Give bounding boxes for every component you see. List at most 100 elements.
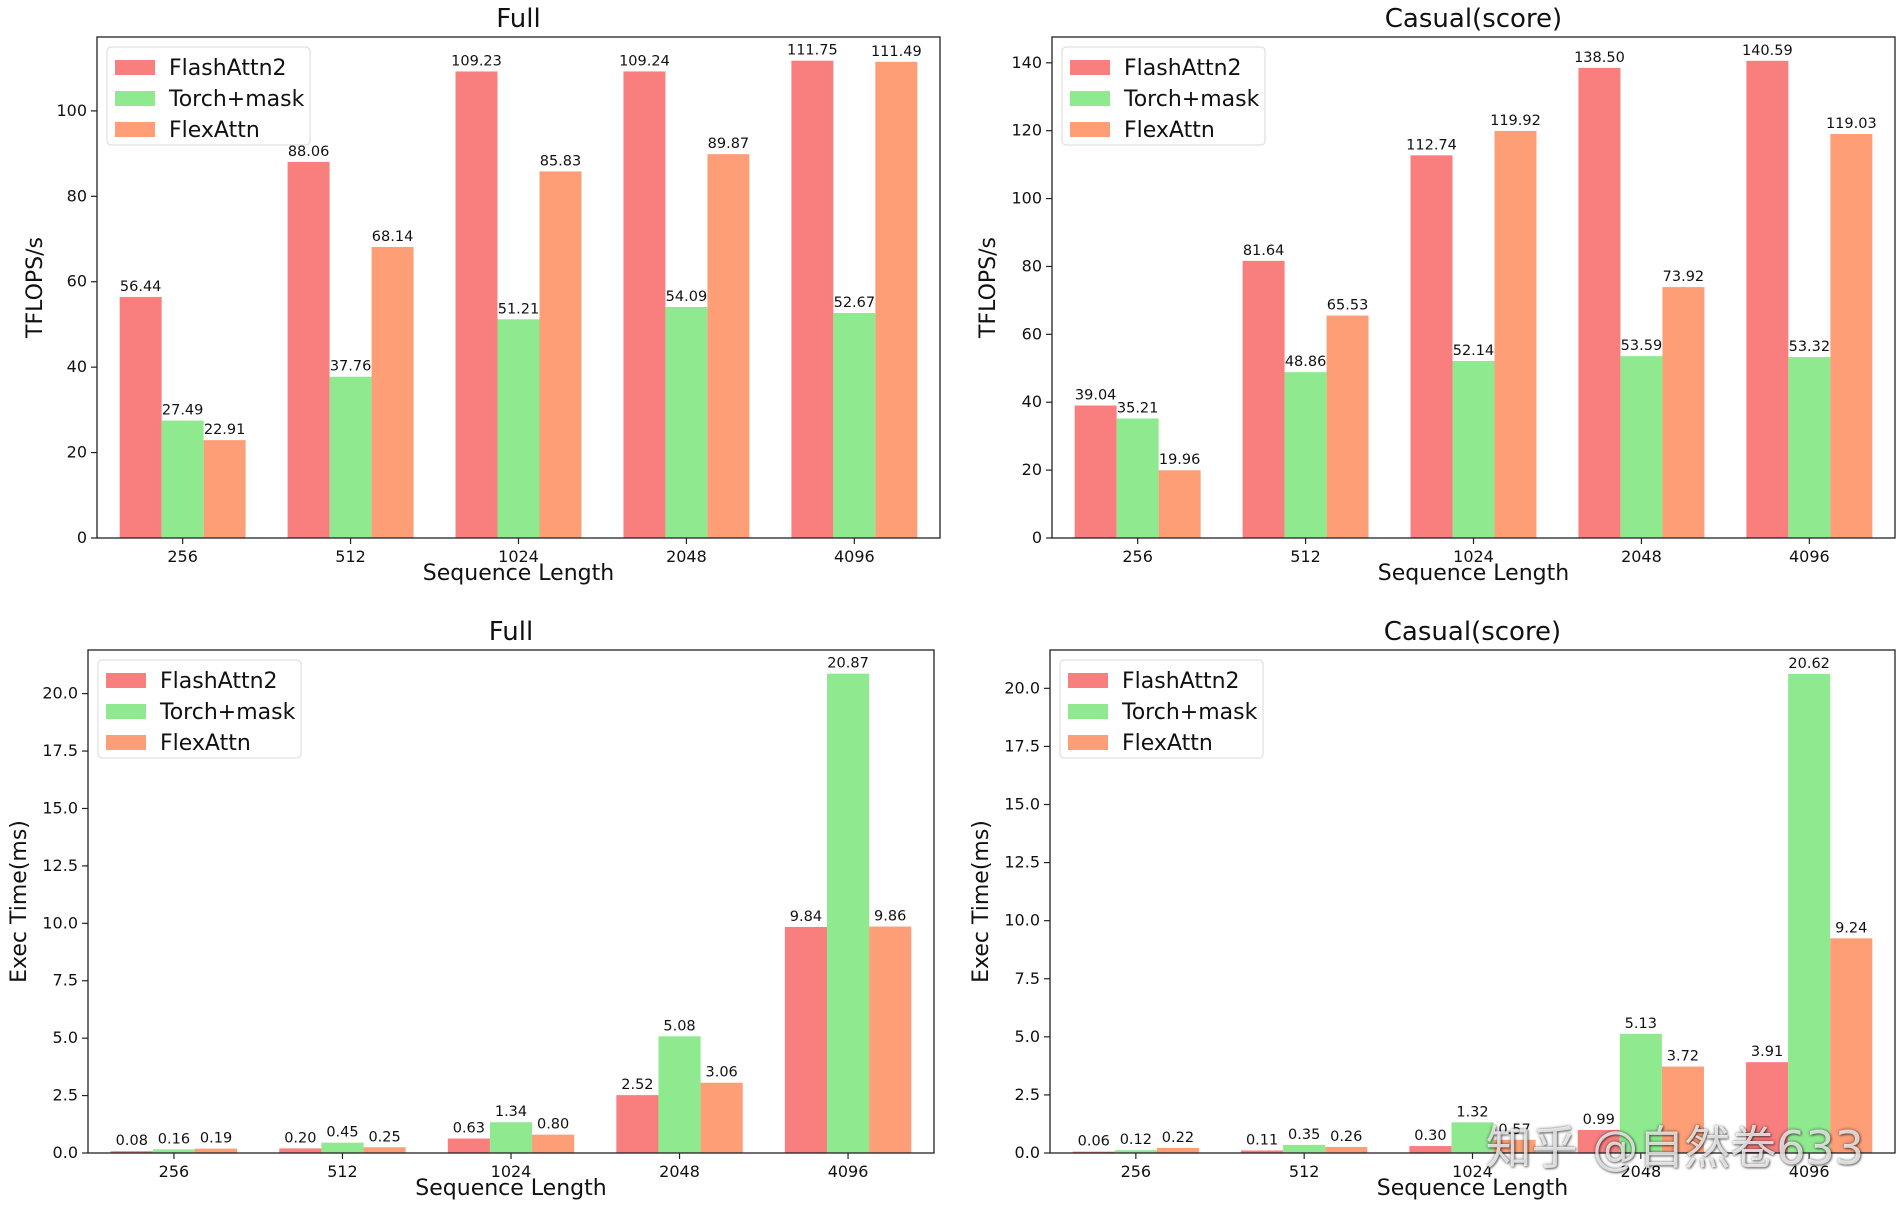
bar-flashattn2-2048 (623, 71, 666, 539)
bar-flashattn2-512 (287, 161, 330, 538)
legend-swatch (106, 735, 146, 750)
data-label: 0.19 (200, 1131, 232, 1147)
legend-label: FlashAttn2 (160, 669, 278, 694)
data-label: 0.11 (1246, 1132, 1278, 1148)
x-tick-label: 4096 (1789, 547, 1830, 566)
legend-label: Torch+mask (159, 700, 296, 725)
legend-label: Torch+mask (168, 87, 305, 112)
legend: FlashAttn2 Torch+mask FlexAttn (1061, 46, 1266, 146)
data-label: 68.14 (372, 229, 414, 245)
bar-torch-mask-4096 (1788, 673, 1831, 1153)
data-label: 9.24 (1835, 920, 1867, 936)
bar-flexattn-4096 (1830, 938, 1873, 1153)
bar-torch-mask-512 (1284, 372, 1327, 538)
bar-flexattn-256 (195, 1148, 238, 1153)
x-axis-label: Sequence Length (415, 1176, 606, 1201)
data-label: 53.32 (1789, 339, 1831, 355)
data-label: 109.23 (451, 53, 502, 69)
y-tick-label: 10.0 (1004, 911, 1040, 930)
x-tick-label: 1024 (1452, 1162, 1493, 1181)
bar-flashattn2-1024 (1409, 1146, 1452, 1153)
data-label: 3.06 (706, 1065, 738, 1081)
bar-flexattn-1024 (539, 171, 582, 539)
legend-swatch (115, 122, 155, 137)
x-tick-label: 512 (327, 1162, 358, 1181)
data-label: 1.32 (1456, 1104, 1488, 1120)
x-tick-label: 256 (159, 1162, 190, 1181)
data-label: 65.53 (1327, 298, 1369, 314)
data-label: 0.80 (537, 1117, 569, 1133)
bar-flexattn-4096 (875, 61, 918, 538)
data-label: 0.12 (1120, 1132, 1152, 1148)
data-label: 81.64 (1243, 243, 1285, 259)
bar-flexattn-512 (363, 1147, 406, 1153)
data-label: 35.21 (1117, 400, 1159, 416)
data-label: 138.50 (1574, 50, 1625, 66)
bar-torch-mask-256 (152, 1149, 196, 1153)
data-label: 27.49 (162, 403, 204, 419)
y-axis-label: TFLOPS/s (23, 237, 48, 339)
bar-flexattn-2048 (1661, 1066, 1704, 1153)
y-tick-label: 40 (67, 357, 87, 376)
y-tick-label: 15.0 (42, 798, 78, 817)
bar-flashattn2-256 (110, 1151, 153, 1153)
y-tick-label: 100 (1011, 189, 1042, 208)
legend-label: FlashAttn2 (169, 56, 287, 81)
x-tick-label: 4096 (834, 547, 875, 566)
bar-flashattn2-4096 (791, 60, 834, 539)
watermark: 知乎 @自然卷633 (1485, 1121, 1864, 1175)
data-label: 9.84 (790, 909, 822, 925)
legend-swatch (115, 91, 155, 106)
y-tick-label: 12.5 (42, 856, 78, 875)
legend-swatch (1070, 122, 1110, 137)
data-label: 48.86 (1285, 354, 1327, 370)
y-axis-label: Exec Time(ms) (969, 820, 994, 983)
chart-title: Casual(score) (1385, 4, 1562, 34)
y-tick-label: 20.0 (1004, 678, 1040, 697)
legend: FlashAttn2 Torch+mask FlexAttn (1059, 659, 1264, 759)
data-label: 54.09 (666, 289, 708, 305)
bar-flashattn2-4096 (1746, 60, 1789, 539)
legend-box (1059, 659, 1264, 759)
data-label: 5.08 (663, 1018, 695, 1034)
bar-torch-mask-512 (1283, 1144, 1326, 1153)
bar-flexattn-2048 (707, 154, 750, 539)
legend-label: FlashAttn2 (1124, 56, 1242, 81)
x-tick-label: 1024 (1453, 547, 1494, 566)
y-tick-label: 120 (1011, 121, 1042, 140)
data-label: 0.26 (1330, 1129, 1362, 1145)
y-tick-label: 7.5 (53, 971, 78, 990)
chart-title: Full (489, 617, 533, 647)
y-tick-label: 10.0 (42, 913, 78, 932)
bar-flashattn2-256 (1074, 405, 1117, 538)
y-tick-label: 17.5 (1004, 736, 1040, 755)
x-tick-label: 4096 (828, 1162, 869, 1181)
data-label: 111.49 (871, 44, 922, 60)
bar-flexattn-1024 (532, 1134, 575, 1153)
bar-torch-mask-2048 (1619, 1033, 1662, 1153)
data-label: 20.62 (1788, 656, 1830, 672)
legend-swatch (106, 704, 146, 719)
y-tick-label: 20.0 (42, 684, 78, 703)
data-label: 9.86 (874, 909, 906, 925)
data-label: 0.22 (1162, 1130, 1194, 1146)
legend: FlashAttn2 Torch+mask FlexAttn (97, 659, 302, 759)
y-tick-label: 60 (1022, 324, 1042, 343)
y-tick-label: 60 (67, 272, 87, 291)
data-label: 109.24 (619, 53, 670, 69)
x-tick-label: 512 (1290, 547, 1321, 566)
bar-flexattn-256 (203, 440, 246, 538)
bar-torch-mask-4096 (1788, 357, 1831, 538)
chart-panel-4: Casual(score) 0.06 0.11 0.30 0.99 3.91 0.12 0.3… (969, 617, 1896, 1201)
x-tick-label: 1024 (491, 1162, 532, 1181)
data-label: 0.57 (1498, 1122, 1530, 1138)
legend-swatch (106, 673, 146, 688)
y-tick-label: 80 (67, 186, 87, 205)
x-axis-label: Sequence Length (423, 561, 614, 586)
data-label: 52.67 (834, 295, 876, 311)
legend-box (1061, 46, 1266, 146)
x-axis-label: Sequence Length (1378, 561, 1569, 586)
legend-label: FlexAttn (1122, 731, 1213, 756)
bar-torch-mask-512 (321, 1142, 364, 1153)
